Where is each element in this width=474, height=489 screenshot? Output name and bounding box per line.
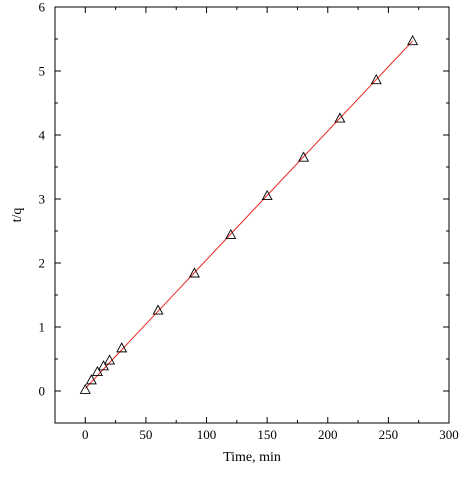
x-tick-label: 100 [197,427,217,442]
data-point [91,365,103,376]
data-point [334,112,346,123]
x-tick-label: 250 [379,427,399,442]
x-tick-label: 300 [439,427,459,442]
axis-tick-labels: 0 50 100 150 200 250 300 0 1 2 3 4 5 6 [39,0,459,442]
data-point [116,342,128,353]
plot-frame [54,6,450,424]
fit-line [84,40,413,389]
data-point [152,304,164,315]
data-point [407,34,419,46]
y-tick-label: 1 [39,320,46,335]
axis-ticks [54,6,450,424]
y-axis-title: t/q [10,208,25,223]
y-tick-label: 6 [39,0,46,15]
data-point [370,74,382,85]
data-point [225,228,237,240]
data-point [261,189,273,200]
y-tick-label: 0 [39,384,46,399]
x-tick-label: 50 [139,427,152,442]
data-point [104,354,116,365]
data-point [298,151,310,162]
data-points-layer [79,34,419,394]
y-tick-label: 4 [39,128,46,143]
data-point [85,374,97,385]
y-tick-label: 3 [39,192,46,207]
y-tick-label: 5 [39,64,46,79]
x-tick-label: 0 [82,427,89,442]
y-tick-label: 2 [39,256,46,271]
x-tick-label: 200 [318,427,338,442]
data-point [97,360,109,371]
plot-border [54,6,450,424]
data-point [79,383,91,394]
x-axis-title: Time, min [223,450,281,465]
x-tick-label: 150 [257,427,277,442]
fit-line-layer [84,40,413,389]
data-point [188,267,200,278]
